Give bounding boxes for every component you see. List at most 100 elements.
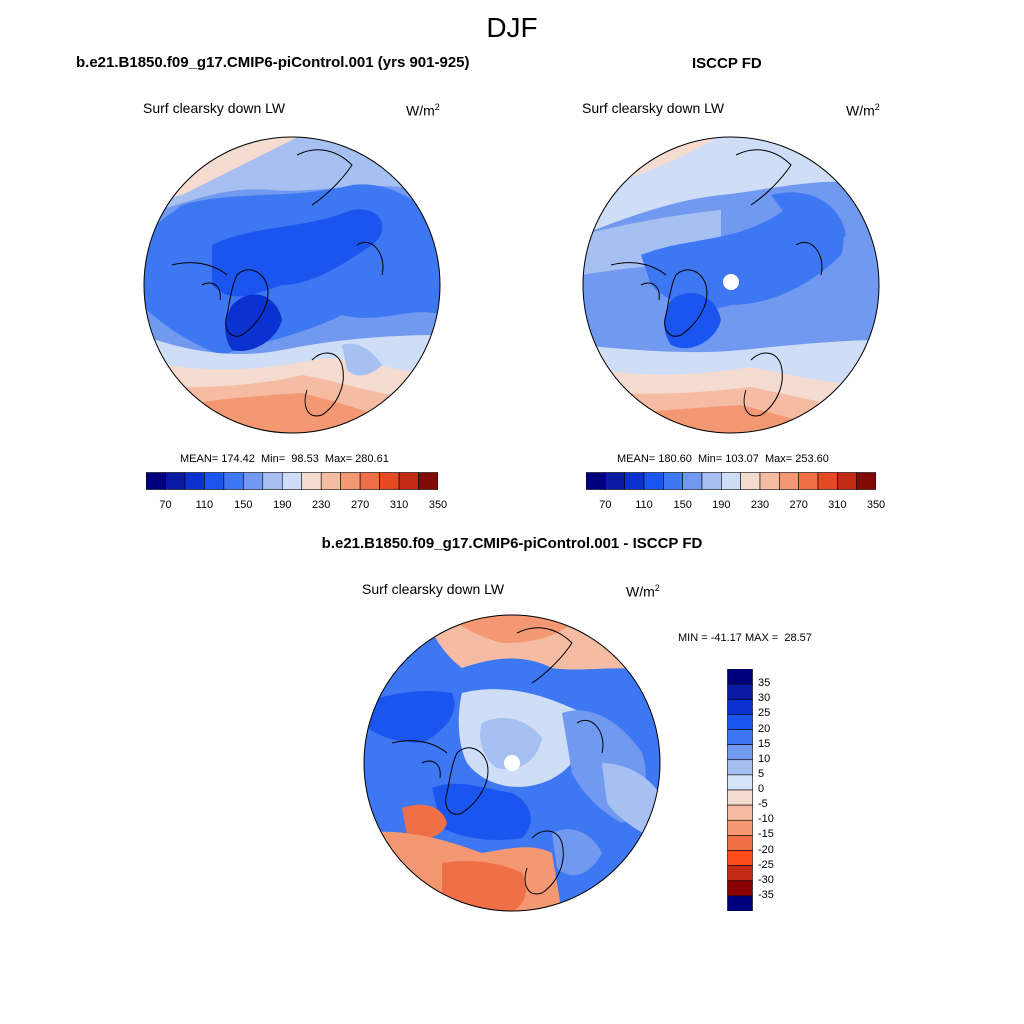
model-stats: MEAN= 174.42 Min= 98.53 Max= 280.61 [180,453,389,465]
colorbar-tick-label: 20 [758,722,771,735]
model-colorbar-ticks: 70 110 150 190 230 270 310 350 [146,499,447,513]
colorbar-swatch [727,759,753,776]
colorbar-tick-label: 0 [758,783,765,795]
colorbar-tick-label: -30 [758,873,774,886]
diff-variable-label: Surf clearsky down LW [362,581,505,597]
model-colorbar-swatches [145,472,439,490]
colorbar-swatch [727,729,753,745]
colorbar-tick-label: 150 [673,499,692,511]
obs-panel-title: ISCCP FD [692,55,762,72]
colorbar-swatch [837,472,857,490]
colorbar-swatch [721,472,741,490]
colorbar-tick-label: -20 [758,843,774,856]
colorbar-swatch [184,472,205,490]
colorbar-swatch [359,472,380,490]
colorbar-swatch [643,472,664,490]
colorbar-swatch [727,744,753,761]
colorbar-tick-label: 70 [599,499,612,511]
colorbar-swatch [856,472,877,490]
colorbar-swatch [320,472,341,490]
colorbar-swatch [379,472,400,490]
colorbar-swatch [727,850,753,866]
colorbar-tick-label: -10 [758,813,774,826]
colorbar-swatch [585,472,606,490]
colorbar-tick-label: -25 [758,858,774,871]
colorbar-tick-label: 150 [234,499,253,511]
obs-polar-map [582,136,880,434]
model-units-label: W/m2 [406,102,440,119]
colorbar-tick-label: 310 [389,499,409,511]
colorbar-tick-label: 5 [758,767,765,780]
colorbar-swatch [727,880,753,897]
colorbar-swatch [204,472,225,490]
colorbar-swatch [340,472,361,490]
colorbar-swatch [727,714,753,730]
colorbar-swatch [243,472,264,490]
colorbar-tick-label: 15 [758,737,771,750]
colorbar-swatch [398,472,419,490]
colorbar-swatch [727,774,753,791]
colorbar-swatch [624,472,645,490]
colorbar-swatch [663,472,683,490]
diff-colorbar-swatches [727,669,753,911]
colorbar-tick-label: 110 [635,499,653,511]
obs-colorbar-ticks: 70 110 150 190 230 270 310 350 [586,499,885,513]
colorbar-tick-label: 270 [789,499,808,511]
diff-stats: MIN = -41.17 MAX = 28.57 [678,632,812,644]
colorbar-swatch [817,472,838,490]
colorbar-tick-label: 190 [712,499,731,511]
colorbar-swatch [740,472,761,490]
colorbar-swatch [727,698,753,715]
obs-variable-label: Surf clearsky down LW [582,100,725,116]
colorbar-tick-label: 350 [866,499,886,511]
colorbar-tick-label: -15 [758,828,774,841]
diff-units-label: W/m2 [626,583,660,600]
colorbar-tick-label: 30 [758,692,771,705]
colorbar-swatch [727,669,753,685]
diff-panel-title: b.e21.B1850.f09_g17.CMIP6-piControl.001 … [321,535,703,552]
colorbar-tick-label: -35 [758,888,774,901]
colorbar-swatch [727,865,753,882]
colorbar-tick-label: 310 [828,499,847,511]
obs-colorbar-swatches [585,472,877,490]
diff-polar-map [363,614,661,912]
colorbar-swatch [418,472,439,490]
colorbar-tick-label: 25 [758,707,771,720]
colorbar-tick-label: 350 [428,499,448,511]
model-variable-label: Surf clearsky down LW [143,100,286,116]
obs-stats: MEAN= 180.60 Min= 103.07 Max= 253.60 [617,453,829,465]
colorbar-tick-label: 230 [312,499,331,511]
colorbar-tick-label: 10 [758,752,771,765]
colorbar-tick-label: 270 [350,499,370,511]
colorbar-tick-label: 110 [195,499,214,511]
colorbar-swatch [605,472,625,490]
colorbar-swatch [682,472,703,490]
colorbar-swatch [223,472,244,490]
colorbar-tick-label: 230 [750,499,770,511]
colorbar-swatch [301,472,322,490]
colorbar-tick-label: 35 [758,677,771,690]
obs-units-label: W/m2 [846,102,880,119]
model-polar-map [143,136,441,434]
colorbar-swatch [727,804,753,821]
diff-colorbar: 35 30 25 20 15 10 5 0 -5 -10 -15 -20 -25 -30 -35 [727,669,807,911]
colorbar-swatch [798,472,819,490]
colorbar-swatch [727,789,753,806]
colorbar-swatch [281,472,303,490]
colorbar-swatch [145,472,166,490]
colorbar-swatch [262,472,283,490]
colorbar-swatch [701,472,722,490]
model-colorbar: 70 110 150 190 230 270 310 350 [145,472,447,513]
colorbar-tick-label: 70 [159,499,172,511]
colorbar-swatch [727,819,753,836]
colorbar-swatch [727,895,753,911]
obs-colorbar: 70 110 150 190 230 270 310 350 [585,472,885,513]
colorbar-swatch [779,472,799,490]
colorbar-swatch [727,835,753,851]
colorbar-tick-label: 190 [273,499,292,511]
model-panel-title: b.e21.B1850.f09_g17.CMIP6-piControl.001 … [76,54,470,71]
diff-colorbar-ticks: 35 30 25 20 15 10 5 0 -5 -10 -15 -20 -25 -30 -35 [758,669,808,911]
colorbar-swatch [759,472,780,490]
colorbar-swatch [165,472,186,490]
colorbar-swatch [727,683,753,700]
